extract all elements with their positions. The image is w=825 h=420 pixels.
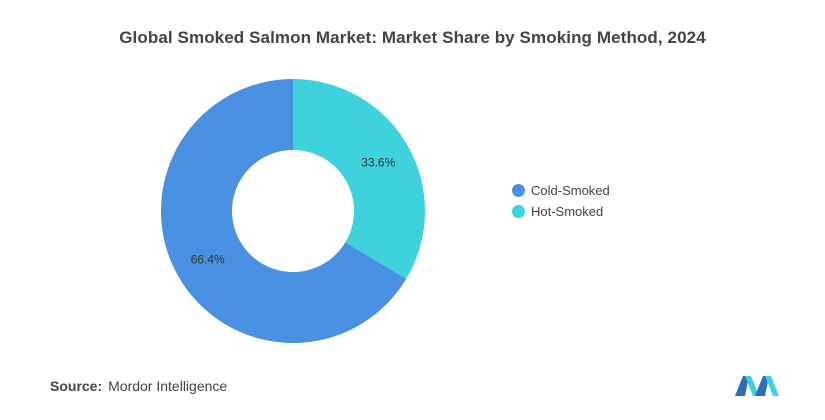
data-label-cold-smoked: 66.4%: [191, 252, 225, 266]
chart-title: Global Smoked Salmon Market: Market Shar…: [119, 28, 706, 47]
mordor-intelligence-logo-icon: [735, 376, 779, 396]
legend-item-cold-smoked: Cold-Smoked: [512, 180, 610, 201]
source-note: Source: Mordor Intelligence: [50, 378, 227, 394]
source-text: Mordor Intelligence: [108, 378, 228, 394]
slice-cold-smoked: [161, 78, 407, 344]
source-label: Source:: [50, 378, 103, 394]
legend: Cold-Smoked Hot-Smoked: [512, 180, 610, 222]
legend-label-cold-smoked: Cold-Smoked: [531, 183, 610, 198]
legend-swatch-hot-smoked: [512, 205, 525, 218]
legend-label-hot-smoked: Hot-Smoked: [531, 204, 604, 219]
legend-item-hot-smoked: Hot-Smoked: [512, 201, 610, 222]
data-label-hot-smoked: 33.6%: [361, 156, 395, 170]
legend-swatch-cold-smoked: [512, 184, 525, 197]
slice-hot-smoked: [293, 79, 425, 279]
